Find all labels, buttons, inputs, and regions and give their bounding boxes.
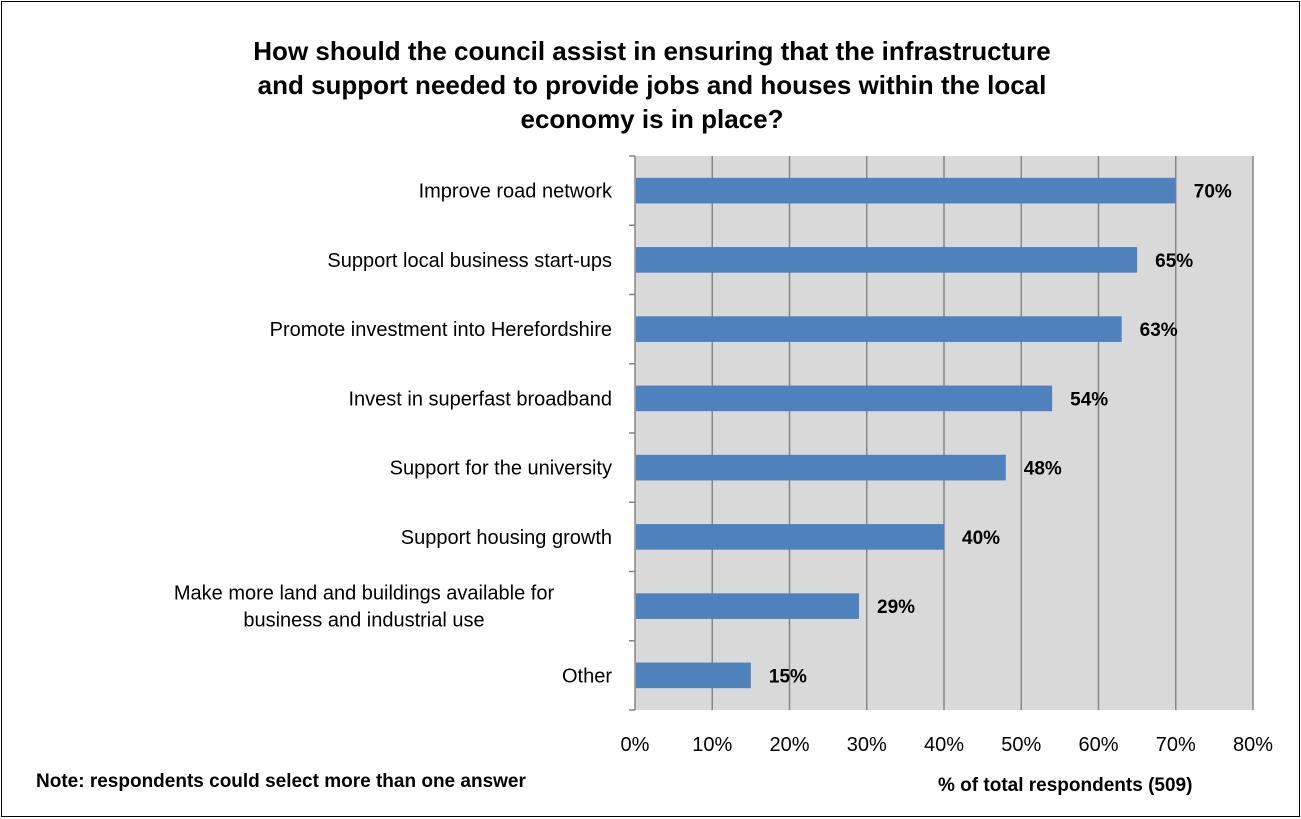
x-axis-title: % of total respondents (509) — [938, 775, 1193, 796]
x-tick-label: 70% — [1156, 734, 1196, 756]
x-tick-label: 10% — [692, 734, 732, 756]
category-label: Make more land and buildings available f… — [174, 583, 555, 605]
x-tick-label: 0% — [621, 734, 650, 756]
data-label: 15% — [769, 666, 807, 687]
chart-title: How should the council assist in ensurin… — [152, 34, 1152, 136]
chart-title-line: How should the council assist in ensurin… — [253, 36, 1051, 66]
category-label: Support for the university — [390, 458, 612, 480]
bar — [636, 316, 1122, 342]
bar — [636, 247, 1138, 273]
x-tick-label: 40% — [924, 734, 964, 756]
category-label: business and industrial use — [243, 610, 484, 632]
category-label: Support local business start-ups — [327, 250, 612, 272]
bar — [636, 662, 751, 689]
bar — [636, 454, 1006, 481]
data-label: 48% — [1024, 459, 1062, 480]
data-label: 54% — [1070, 389, 1108, 410]
data-label: 65% — [1155, 251, 1193, 272]
x-tick-label: 60% — [1078, 734, 1118, 756]
category-label: Invest in superfast broadband — [348, 388, 612, 410]
x-tick-label: 30% — [847, 734, 887, 756]
x-tick-label: 80% — [1233, 734, 1273, 756]
x-tick-label: 20% — [769, 734, 809, 756]
x-tick-label: 50% — [1001, 734, 1041, 756]
category-label: Other — [562, 665, 612, 687]
bar — [636, 177, 1176, 204]
bar — [636, 593, 860, 619]
category-label: Promote investment into Herefordshire — [270, 319, 612, 341]
category-label: Improve road network — [419, 181, 613, 203]
chart-title-line: and support needed to provide jobs and h… — [257, 70, 1047, 100]
bar — [636, 385, 1053, 412]
data-label: 29% — [877, 597, 915, 618]
bar — [636, 524, 944, 550]
chart-note: Note: respondents could select more than… — [36, 771, 526, 792]
data-label: 40% — [962, 528, 1000, 549]
data-label: 63% — [1140, 320, 1178, 341]
chart-title-line: economy is in place? — [520, 104, 784, 134]
category-label: Support housing growth — [401, 527, 612, 549]
data-label: 70% — [1194, 182, 1232, 203]
